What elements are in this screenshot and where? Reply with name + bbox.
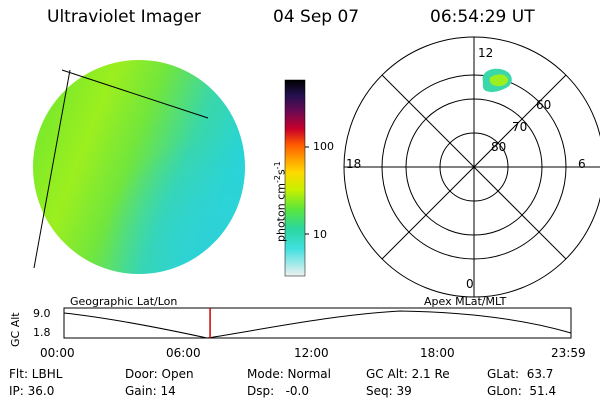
colorbar bbox=[284, 79, 309, 277]
date-label: 04 Sep 07 bbox=[273, 7, 360, 27]
status-dsp: Dsp: -0.0 bbox=[247, 384, 310, 398]
orbit-right-title: Apex MLat/MLT bbox=[424, 295, 507, 308]
status-glon: GLon: 51.4 bbox=[487, 384, 557, 398]
mlt-label-6: 6 bbox=[578, 157, 586, 171]
colorbar-tick-100: 100 bbox=[313, 140, 334, 153]
status-door: Door: Open bbox=[125, 367, 194, 381]
status-mode: Mode: Normal bbox=[247, 367, 331, 381]
status-seq: Seq: 39 bbox=[366, 384, 412, 398]
status-gain: Gain: 14 bbox=[125, 384, 176, 398]
lat-label-70: 70 bbox=[512, 120, 528, 134]
orbit-xtick: 18:00 bbox=[420, 346, 455, 360]
colorbar-tick-10: 10 bbox=[313, 228, 327, 241]
orbit-xtick: 06:00 bbox=[166, 346, 201, 360]
mlt-label-0: 0 bbox=[466, 277, 474, 291]
instrument-title: Ultraviolet Imager bbox=[47, 7, 201, 27]
orbit-ymax: 9.0 bbox=[33, 307, 51, 320]
lat-label-80: 80 bbox=[491, 140, 507, 154]
status-filter: Flt: LBHL bbox=[9, 367, 63, 381]
status-ip: IP: 36.0 bbox=[9, 384, 55, 398]
lat-lon-grid-line bbox=[33, 69, 71, 269]
lat-lon-grid-line bbox=[61, 69, 209, 119]
orbit-xtick: 00:00 bbox=[40, 346, 75, 360]
mlt-label-18: 18 bbox=[346, 157, 362, 171]
time-label: 06:54:29 UT bbox=[430, 7, 535, 27]
status-gc-alt: GC Alt: 2.1 Re bbox=[366, 367, 450, 381]
lat-label-60: 60 bbox=[536, 98, 552, 112]
status-glat: GLat: 63.7 bbox=[487, 367, 554, 381]
orbit-altitude-curve bbox=[63, 310, 572, 339]
orbit-xtick: 23:59 bbox=[551, 346, 586, 360]
orbit-ymin: 1.8 bbox=[33, 326, 51, 339]
mlt-label-12: 12 bbox=[478, 46, 494, 60]
orbit-xtick: 12:00 bbox=[294, 346, 329, 360]
orbit-left-title: Geographic Lat/Lon bbox=[70, 295, 178, 308]
